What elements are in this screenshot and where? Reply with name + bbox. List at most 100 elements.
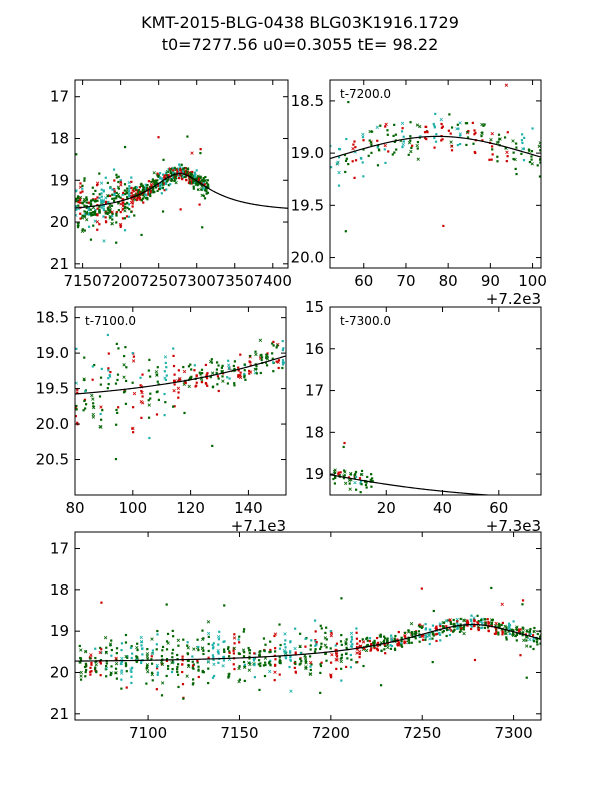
data-point-green [160, 681, 165, 685]
data-point-cyan [172, 170, 175, 173]
data-point-red [425, 130, 429, 133]
data-point-green [449, 622, 452, 626]
data-point-green [104, 212, 107, 215]
data-point-green [345, 646, 348, 649]
data-point-green [514, 626, 519, 631]
data-point-cyan [106, 333, 109, 337]
data-point-cyan [193, 174, 196, 177]
data-point-cyan [119, 179, 122, 182]
data-point-green [421, 625, 424, 628]
data-point-green [278, 661, 281, 664]
data-point-green [480, 134, 483, 138]
data-point-green [182, 366, 185, 369]
data-point-cyan [282, 347, 285, 350]
data-point-green [216, 383, 219, 386]
data-point-green [83, 179, 86, 182]
data-point-cyan [438, 622, 442, 626]
data-point-green [525, 644, 529, 648]
data-point-green [156, 189, 159, 192]
data-point-green [145, 682, 148, 685]
data-point-green [182, 638, 185, 641]
data-point-green [123, 217, 127, 220]
data-point-cyan [139, 635, 143, 640]
data-point-green [116, 411, 119, 415]
y-tick-label: 19 [305, 465, 324, 483]
data-point-red [207, 656, 210, 659]
data-point-green [462, 625, 466, 628]
data-point-green [186, 172, 189, 175]
data-point-red [91, 378, 94, 381]
data-point-cyan [159, 183, 162, 186]
data-point-red [384, 125, 387, 128]
data-point-green [361, 638, 364, 641]
data-point-green [466, 136, 470, 139]
data-point-green [76, 226, 80, 229]
data-point-green [355, 488, 358, 491]
data-point-green [279, 643, 282, 647]
data-point-green [211, 385, 215, 388]
data-point-green [105, 646, 108, 649]
data-point-red [237, 374, 240, 377]
data-point-green [432, 609, 435, 613]
data-point-red [233, 633, 236, 636]
data-point-green [100, 418, 103, 421]
data-point-green [172, 405, 175, 408]
data-point-green [156, 380, 159, 383]
data-point-cyan [359, 480, 363, 483]
data-point-green [166, 632, 170, 636]
data-point-green [378, 149, 381, 152]
data-point-red [131, 427, 134, 430]
data-point-red [494, 627, 498, 630]
data-point-cyan [283, 632, 287, 636]
data-point-cyan [141, 647, 144, 650]
data-point-green [271, 357, 274, 360]
data-point-green [365, 637, 368, 640]
data-point-green [372, 641, 375, 644]
data-point-cyan [164, 378, 168, 382]
data-point-green [424, 638, 427, 641]
data-point-cyan [98, 196, 101, 200]
data-point-green [393, 648, 397, 652]
data-point-cyan [401, 142, 405, 147]
data-point-green [186, 644, 189, 647]
data-point-red [179, 168, 182, 171]
data-point-green [91, 397, 95, 401]
data-point-green [466, 130, 469, 134]
data-point-green [342, 477, 346, 480]
data-point-green [497, 140, 500, 143]
data-point-red [337, 471, 340, 474]
data-point-green [189, 182, 192, 185]
data-point-green [343, 469, 346, 472]
data-point-cyan [120, 669, 123, 672]
data-point-cyan [195, 169, 198, 172]
data-point-red [173, 176, 177, 179]
data-point-green [192, 176, 195, 180]
data-point-red [347, 476, 351, 479]
data-point-cyan [383, 148, 386, 151]
data-point-green [220, 370, 223, 373]
data-point-cyan [330, 144, 332, 148]
data-point-red [199, 148, 202, 151]
data-point-green [182, 697, 185, 700]
data-point-green [202, 179, 205, 182]
data-point-green [221, 364, 224, 367]
data-point-cyan [508, 632, 511, 636]
data-point-green [126, 206, 129, 209]
data-point-cyan [102, 208, 105, 211]
data-point-cyan [418, 635, 421, 638]
data-point-green [76, 197, 79, 200]
data-point-red [108, 194, 112, 198]
data-point-green [123, 183, 127, 186]
data-point-green [354, 472, 357, 476]
data-point-green [82, 409, 85, 412]
data-point-green [522, 631, 525, 634]
data-point-green [220, 366, 223, 369]
data-point-cyan [470, 614, 473, 617]
data-point-green [243, 376, 246, 379]
data-point-green [166, 180, 169, 183]
panel-frame [329, 306, 542, 496]
data-point-red [396, 640, 399, 643]
data-point-green [105, 675, 108, 678]
data-point-green [525, 639, 528, 642]
